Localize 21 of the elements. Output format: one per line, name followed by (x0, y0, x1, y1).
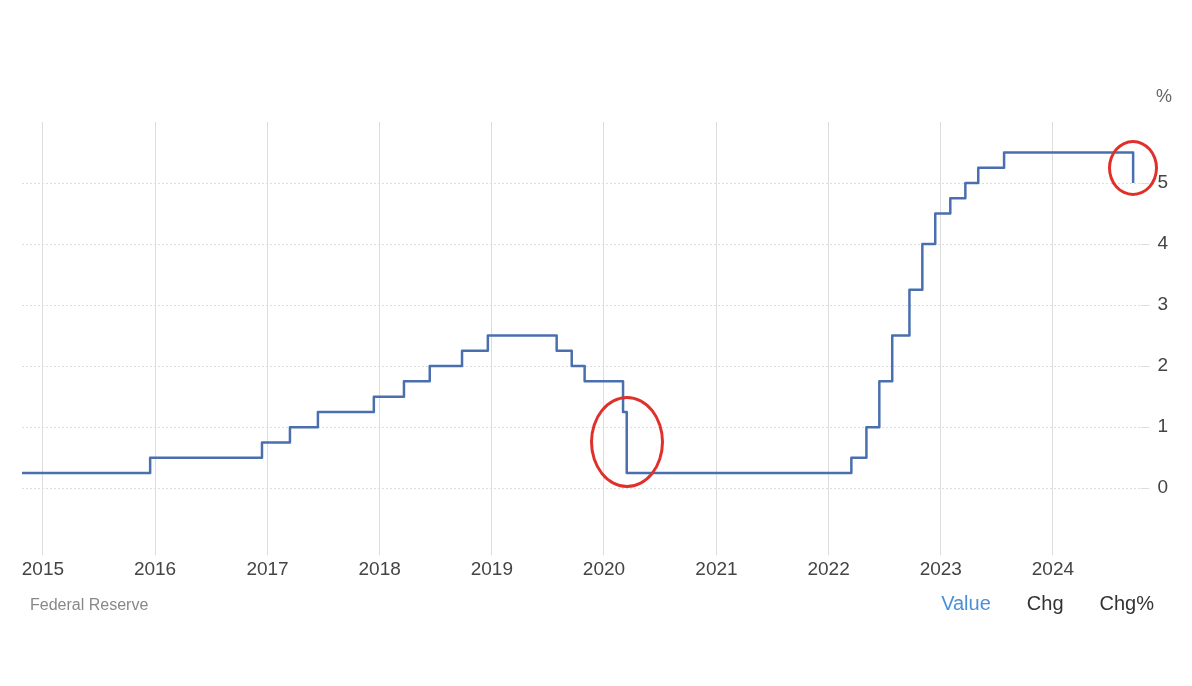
x-tick-label: 2018 (358, 557, 401, 579)
y-tick-label: 1 (1157, 415, 1169, 437)
x-tick-label: 2023 (919, 557, 962, 579)
y-axis-title: % (1156, 86, 1173, 107)
x-tick-label: 2015 (21, 557, 65, 579)
y-tick-label: 5 (1157, 171, 1169, 193)
text: Chg (1026, 592, 1064, 615)
x-tick-label: 2024 (1031, 557, 1075, 579)
x-tick-label: 2021 (695, 557, 738, 579)
y-tick-label: 2 (1157, 354, 1169, 376)
y-tick-label: 4 (1157, 232, 1169, 254)
x-tick-label: 2016 (133, 557, 177, 579)
x-tick-label: 2017 (246, 557, 289, 579)
x-tick-label: 2020 (582, 557, 626, 579)
x-tick-label: 2019 (470, 557, 513, 579)
x-tick-label: 2022 (807, 557, 850, 579)
y-tick-label: 3 (1157, 293, 1169, 315)
text: Federal Reserve (30, 596, 149, 614)
text: Value (941, 592, 991, 615)
text: Chg% (1099, 592, 1154, 615)
y-tick-label: 0 (1157, 476, 1169, 498)
